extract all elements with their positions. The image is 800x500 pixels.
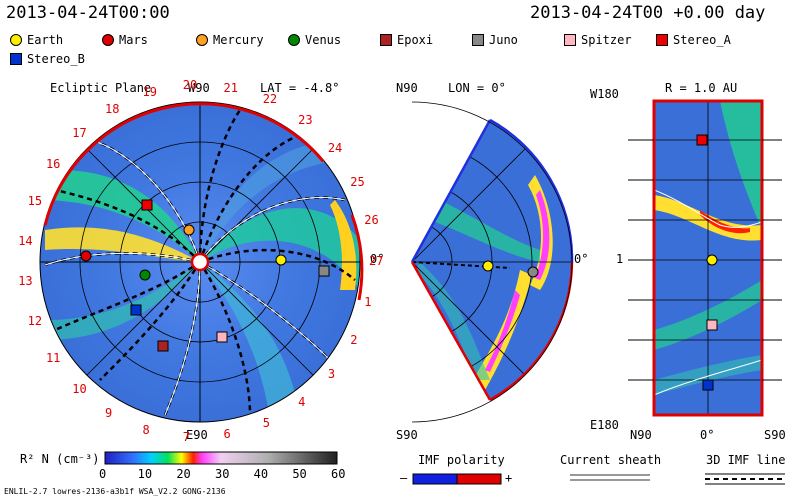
- rim-number: 16: [45, 157, 61, 172]
- ecliptic-panel: [39, 101, 364, 423]
- p2-zero-label: 0°: [574, 252, 589, 266]
- legend-label: Epoxi: [397, 33, 434, 47]
- legend-item-stereo-b: Stereo_B: [10, 52, 85, 66]
- legend-item-juno: Juno: [472, 33, 518, 47]
- colorbar-tick: 40: [253, 467, 269, 481]
- rim-number: 22: [262, 92, 278, 107]
- rim-number: 12: [27, 314, 43, 329]
- zero-bottom-label: 0°: [700, 428, 715, 442]
- legend-item-mars: Mars: [102, 33, 148, 47]
- w180-label: W180: [590, 87, 619, 101]
- rim-number: 10: [72, 382, 87, 397]
- legend-marker-square-icon: [472, 34, 484, 46]
- imf-plus: +: [505, 471, 513, 485]
- colorbar-tick: 30: [215, 467, 230, 481]
- s90-label: S90: [396, 428, 418, 442]
- imf-positive-bar: [456, 473, 502, 485]
- lon-label: LON = 0°: [448, 81, 506, 95]
- credit-line: ENLIL-2.7 lowres-2136-a3b1f WSA_V2.2 GON…: [4, 487, 226, 496]
- rim-number: 14: [18, 233, 33, 248]
- legend-label: Stereo_A: [673, 33, 731, 47]
- imf-polarity-label: IMF polarity: [418, 453, 505, 467]
- legend-label: Juno: [489, 33, 518, 47]
- legend-label: Spitzer: [581, 33, 632, 47]
- legend-item-earth: Earth: [10, 33, 63, 47]
- rim-number: 23: [298, 112, 313, 127]
- imf-negative-bar: [412, 473, 458, 485]
- legend-label: Mercury: [213, 33, 264, 47]
- current-sheath-label: Current sheath: [560, 453, 662, 467]
- rim-number: 9: [105, 406, 113, 421]
- rim-number: 20: [182, 78, 198, 93]
- current-sheath-swatch: [570, 474, 650, 481]
- rim-number: 27: [369, 254, 384, 268]
- legend-marker-circle-icon: [102, 34, 114, 46]
- legend-item-venus: Venus: [288, 33, 341, 47]
- legend-marker-circle-icon: [288, 34, 300, 46]
- rim-number: 21: [223, 80, 238, 95]
- legend-marker-circle-icon: [10, 34, 22, 46]
- n90-bottom-label: N90: [630, 428, 652, 442]
- legend-marker-square-icon: [380, 34, 392, 46]
- rim-number: 6: [223, 427, 231, 442]
- colorbar-tick: 20: [176, 467, 191, 481]
- legend-label: Earth: [27, 33, 64, 47]
- s90-bottom-label: S90: [764, 428, 786, 442]
- rim-number: 1: [364, 294, 372, 309]
- e90-label: E90: [186, 428, 208, 442]
- rim-number: 4: [298, 395, 306, 410]
- legend-item-spitzer: Spitzer: [564, 33, 632, 47]
- rim-number: 25: [350, 175, 365, 189]
- rim-number: 7: [182, 429, 190, 444]
- legend-item-stereo-a: Stereo_A: [656, 33, 731, 47]
- colorbar-tick: 60: [331, 467, 346, 481]
- ecliptic-title: Ecliptic Plane: [50, 81, 152, 95]
- r-au-label: R = 1.0 AU: [665, 81, 738, 95]
- n90-label: N90: [396, 81, 418, 95]
- legend-marker-square-icon: [564, 34, 576, 46]
- header-left-time: 2013-04-24T00:00: [6, 3, 170, 23]
- rim-number: 26: [364, 213, 379, 228]
- header-right-time: 2013-04-24T00 +0.00 day: [530, 3, 766, 23]
- colorbar-tick: 10: [137, 467, 153, 481]
- w90-label: W90: [188, 81, 210, 95]
- legend-item-mercury: Mercury: [196, 33, 264, 47]
- rim-number: 18: [105, 101, 120, 116]
- legend-marker-circle-icon: [196, 34, 208, 46]
- sphere-panel: [628, 99, 782, 417]
- colorbar-tick: 0: [99, 467, 107, 481]
- imf-minus: –: [400, 471, 408, 485]
- rim-number: 19: [142, 85, 157, 100]
- legend-marker-square-icon: [10, 53, 22, 65]
- rim-number: 24: [327, 140, 343, 155]
- colorbar-tick: 50: [292, 467, 307, 481]
- colorbar-label: R² N (cm⁻³): [20, 452, 100, 466]
- imf3d-swatch: [705, 473, 785, 485]
- legend-label: Venus: [305, 33, 342, 47]
- zero-deg-label: 0°: [370, 252, 385, 266]
- legend-label: Stereo_B: [27, 52, 85, 66]
- legend-label: Mars: [119, 33, 148, 47]
- e180-label: E180: [590, 418, 619, 432]
- one-label: 1: [616, 252, 624, 266]
- rim-number: 3: [327, 367, 336, 382]
- rim-number: 2: [350, 332, 358, 347]
- rim-number: 5: [262, 415, 270, 430]
- rim-number: 13: [18, 274, 33, 289]
- rim-number: 11: [45, 350, 61, 365]
- rim-number: 17: [72, 125, 87, 140]
- rim-number: 15: [27, 193, 43, 208]
- lat-label: LAT = -4.8°: [260, 81, 340, 95]
- imf3d-label: 3D IMF line: [706, 453, 786, 467]
- colorbar: [104, 451, 338, 465]
- legend-item-epoxi: Epoxi: [380, 33, 433, 47]
- legend-marker-square-icon: [656, 34, 668, 46]
- rim-number: 8: [142, 422, 150, 437]
